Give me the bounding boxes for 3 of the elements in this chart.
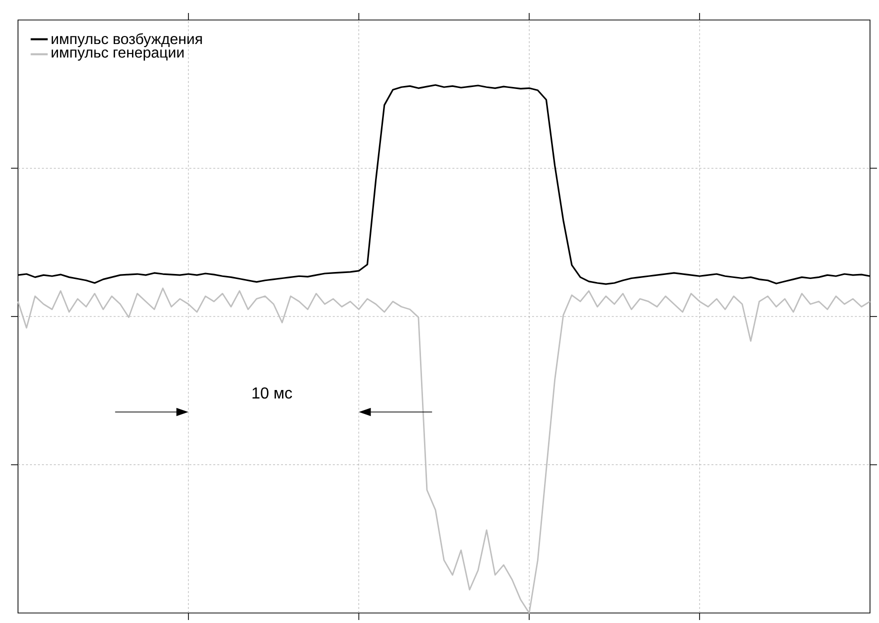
legend-label: импульс возбуждения (52, 33, 202, 48)
annotation: 10 мс (252, 387, 292, 399)
legend-label: импульс генерации (52, 50, 184, 61)
